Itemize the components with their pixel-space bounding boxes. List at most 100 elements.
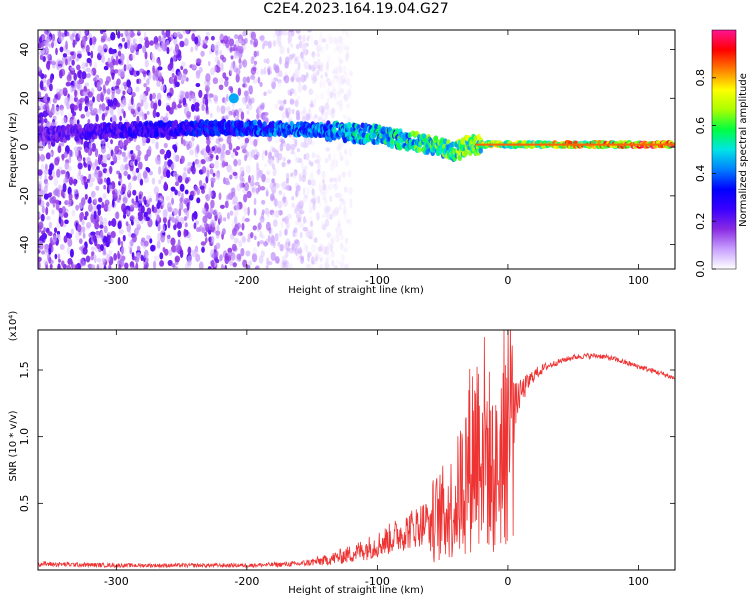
spectrogram-noise-cell (155, 213, 160, 222)
spectrogram-noise-cell (231, 61, 235, 69)
spectrogram-noise-cell (110, 161, 115, 166)
spectrogram-noise-cell (273, 77, 279, 82)
spectrogram-noise-cell (103, 265, 107, 269)
spectrogram-noise-cell (81, 47, 86, 53)
spectrogram-noise-cell (144, 154, 149, 162)
spectrogram-noise-cell (229, 174, 233, 180)
spectrogram-noise-cell (317, 117, 322, 123)
spectrogram-noise-cell (53, 39, 58, 47)
spectrogram-noise-cell (330, 110, 335, 119)
spectrogram-noise-cell (311, 194, 317, 204)
spectrogram-noise-cell (80, 114, 86, 119)
spectrogram-noise-cell (337, 64, 343, 70)
spectrogram-frame (37, 29, 676, 270)
spectrogram-noise-cell (253, 138, 258, 147)
spectrogram-noise-cell (123, 170, 128, 177)
spectrogram-noise-cell (279, 143, 284, 152)
spectrogram-noise-cell (288, 185, 292, 191)
spectrogram-noise-cell (43, 86, 47, 92)
spectrogram-noise-cell (226, 212, 230, 220)
spectrogram-noise-cell (117, 50, 122, 57)
spectrogram-noise-cell (253, 38, 259, 48)
spectrogram-noise-cell (335, 145, 341, 152)
spectrogram-noise-cell (332, 85, 336, 93)
spectrogram-noise-cell (334, 67, 339, 76)
spectrogram-noise-cell (242, 236, 247, 244)
spectrogram-signal-cell (346, 121, 352, 128)
spectrogram-noise-cell (119, 68, 125, 78)
spectrogram-noise-cell (167, 219, 171, 229)
snr-y-multiplier: (x10⁴) (8, 311, 19, 342)
spectrogram-noise-cell (327, 205, 331, 213)
spectrogram-noise-cell (118, 264, 122, 269)
spectrogram-noise-cell (294, 57, 298, 62)
spectrogram-noise-cell (69, 248, 74, 258)
spectrogram-noise-cell (78, 169, 82, 177)
spectrogram-noise-cell (224, 255, 230, 265)
spectrogram-noise-cell (297, 84, 303, 93)
spectrogram-noise-cell (117, 236, 121, 246)
spectrogram-noise-cell (195, 220, 199, 225)
spectrogram-noise-cell (165, 195, 171, 201)
spectrogram-noise-cell (108, 263, 112, 269)
spectrogram-noise-cell (333, 74, 339, 80)
spectrogram-noise-cell (268, 158, 274, 167)
spectrogram-noise-cell (187, 246, 192, 255)
spectrogram-noise-cell (327, 81, 333, 87)
spectrogram-noise-cell (123, 156, 128, 163)
spectrogram-noise-cell (263, 66, 267, 75)
spectrogram-noise-cell (336, 76, 340, 85)
spectrogram-noise-cell (337, 192, 343, 199)
spectrogram-noise-cell (266, 89, 273, 95)
spectrogram-noise-cell (317, 162, 321, 172)
spectrogram-noise-cell (336, 44, 341, 51)
spectrogram-noise-cell (182, 139, 186, 147)
spectrogram-noise-cell (60, 108, 64, 117)
spectrogram-noise-cell (52, 235, 57, 243)
spectrogram-noise-cell (170, 163, 176, 170)
spectrogram-noise-cell (334, 39, 339, 45)
spectrogram-noise-cell (318, 115, 323, 120)
spectrogram-noise-cell (246, 104, 249, 110)
spectrogram-noise-cell (149, 238, 153, 244)
spectrogram-noise-cell (271, 155, 275, 161)
spectrogram-noise-cell (160, 233, 165, 243)
spectrogram-noise-cell (102, 192, 107, 200)
spectrogram-noise-cell (332, 233, 338, 243)
spectrogram-noise-cell (100, 38, 106, 43)
spectrogram-noise-cell (329, 237, 334, 242)
spectrogram-noise-cell (180, 77, 184, 82)
spectrogram-noise-cell (167, 259, 173, 266)
spectrogram-noise-cell (244, 137, 250, 144)
spectrogram-noise-cell (79, 257, 85, 267)
spectrogram-noise-cell (308, 235, 313, 240)
spectrogram-noise-cell (86, 221, 92, 229)
spectrogram-noise-cell (331, 237, 335, 244)
spectrogram-noise-cell (136, 245, 141, 252)
spectrogram-noise-cell (58, 30, 62, 39)
spectrogram-noise-cell (230, 151, 235, 159)
spectrogram-noise-cell (115, 80, 120, 88)
spectrogram-noise-cell (310, 244, 317, 254)
spectrogram-noise-cell (230, 87, 234, 94)
spectrogram-noise-cell (318, 254, 324, 262)
spectrogram-noise-cell (245, 165, 252, 174)
spectrogram-noise-cell (255, 187, 260, 194)
spectrogram-noise-cell (345, 77, 351, 87)
spectrogram-noise-cell (338, 36, 342, 45)
spectrogram-noise-cell (337, 144, 343, 150)
spectrogram-noise-cell (286, 213, 292, 220)
spectrogram-noise-cell (202, 215, 208, 224)
spectrogram-noise-cell (302, 34, 306, 44)
spectrogram-noise-cell (184, 222, 188, 228)
spectrogram-noise-cell (165, 169, 171, 179)
spectrogram-noise-cell (303, 215, 306, 224)
spectrogram-noise-cell (235, 73, 240, 83)
spectrogram-noise-cell (316, 64, 321, 70)
spectrogram-noise-cell (163, 160, 168, 168)
spectrogram-noise-cell (340, 198, 345, 206)
spectrogram-noise-cell (337, 222, 341, 227)
spectrogram-noise-cell (38, 212, 42, 218)
spectrogram-noise-cell (263, 241, 268, 247)
spectrogram-noise-cell (91, 162, 96, 171)
